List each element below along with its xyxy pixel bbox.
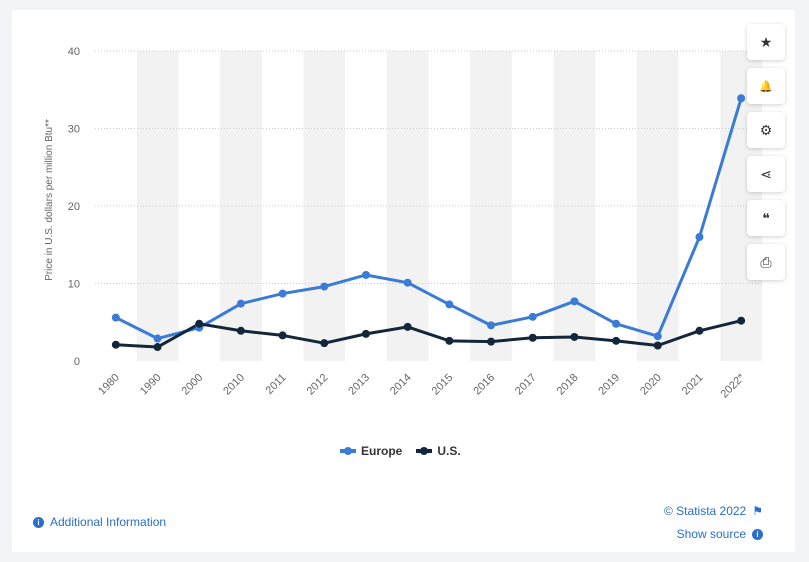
share-button[interactable]: ⋖ (747, 156, 785, 192)
chart-panel: 0 10 20 30 40 Price in U.S. dollars per milli… (12, 10, 795, 552)
column-band (220, 51, 262, 361)
chart-legend: Europe U.S. (340, 444, 461, 458)
settings-button[interactable]: ⚙ (747, 112, 785, 148)
star-icon: ★ (759, 33, 773, 50)
y-tick-label: 10 (68, 279, 80, 291)
data-point-us (111, 340, 120, 349)
data-point-us (320, 339, 329, 348)
x-tick-label: 2019 (596, 372, 622, 398)
data-point-us (445, 336, 454, 345)
data-point-us (737, 316, 746, 325)
y-tick-label: 0 (74, 356, 80, 368)
x-tick-label: 2016 (471, 372, 497, 398)
data-point-europe (570, 297, 579, 306)
data-point-us (695, 326, 704, 335)
additional-info-link[interactable]: i Additional Information (33, 515, 166, 529)
print-button[interactable]: ⎙ (747, 244, 785, 280)
x-tick-label: 2012 (305, 372, 331, 398)
x-tick-label: 1990 (138, 372, 164, 398)
legend-label-europe: Europe (361, 444, 403, 458)
legend-item-us[interactable]: U.S. (416, 444, 461, 458)
data-point-europe (695, 233, 704, 241)
quote-icon: ❝ (762, 209, 770, 226)
x-tick-label: 1980 (96, 372, 122, 398)
print-icon: ⎙ (760, 253, 772, 270)
flag-icon: ⚑ (752, 504, 763, 518)
data-point-europe (737, 94, 746, 103)
notification-button[interactable]: 🔔 (747, 68, 785, 104)
line-chart: 0 10 20 30 40 Price in U.S. dollars per milli… (44, 46, 762, 400)
data-point-europe (653, 332, 662, 341)
y-axis-label: Price in U.S. dollars per million Btu** (44, 119, 55, 281)
y-tick-label: 30 (68, 124, 80, 136)
data-point-europe (612, 319, 621, 328)
column-band (553, 51, 596, 361)
data-point-europe (528, 312, 537, 321)
data-point-europe (320, 282, 329, 291)
info-icon: i (752, 528, 763, 540)
x-tick-label: 2000 (180, 372, 206, 398)
gear-icon: ⚙ (759, 121, 773, 138)
data-point-us (236, 326, 245, 335)
x-tick-label: 2020 (638, 372, 664, 398)
x-tick-label: 2021 (680, 372, 706, 398)
info-icon: i (33, 516, 44, 528)
data-point-europe (445, 300, 454, 309)
x-tick-label: 2022* (718, 371, 747, 400)
series-line-europe (114, 96, 743, 341)
data-point-us (153, 343, 162, 352)
data-point-europe (111, 313, 120, 322)
data-point-us (528, 333, 537, 342)
favorite-button[interactable]: ★ (747, 24, 785, 60)
data-point-europe (403, 278, 412, 287)
series-line-us (114, 319, 743, 349)
x-tick-label: 2014 (388, 372, 414, 398)
additional-info-text: Additional Information (50, 515, 167, 529)
y-tick-label: 20 (68, 201, 80, 213)
x-tick-label: 2013 (346, 372, 372, 398)
x-tick-label: 2015 (430, 372, 456, 398)
x-tick-label: 2018 (555, 372, 581, 398)
x-tick-label: 2011 (264, 372, 289, 397)
copyright-text: © Statista 2022 (664, 504, 747, 518)
y-tick-label: 40 (68, 46, 80, 58)
x-tick-label: 2010 (221, 372, 247, 398)
column-band (136, 51, 179, 361)
data-point-europe (153, 334, 162, 343)
side-toolbar: ★ 🔔 ⚙ ⋖ ❝ ⎙ (747, 24, 785, 288)
column-band (636, 51, 679, 361)
show-source-link[interactable]: Show source i (677, 527, 763, 541)
data-point-europe (278, 289, 287, 298)
data-point-us (612, 336, 621, 345)
legend-label-us: U.S. (437, 444, 461, 458)
data-point-us (195, 319, 204, 328)
data-point-us (653, 341, 662, 350)
cite-button[interactable]: ❝ (747, 200, 785, 236)
legend-item-europe[interactable]: Europe (340, 444, 402, 458)
data-point-europe (361, 270, 370, 279)
data-point-us (487, 337, 496, 346)
legend-swatch-europe (340, 447, 356, 455)
show-source-text: Show source (676, 527, 746, 541)
x-tick-label: 2017 (513, 372, 539, 398)
data-point-us (403, 322, 412, 331)
data-point-us (570, 332, 579, 341)
data-point-europe (236, 299, 245, 308)
data-point-europe (487, 321, 496, 330)
bell-icon: 🔔 (759, 80, 773, 93)
legend-swatch-us (416, 447, 433, 455)
data-point-us (278, 331, 287, 340)
data-point-us (361, 329, 370, 338)
copyright[interactable]: © Statista 2022 ⚑ (664, 504, 763, 518)
share-icon: ⋖ (760, 165, 772, 182)
